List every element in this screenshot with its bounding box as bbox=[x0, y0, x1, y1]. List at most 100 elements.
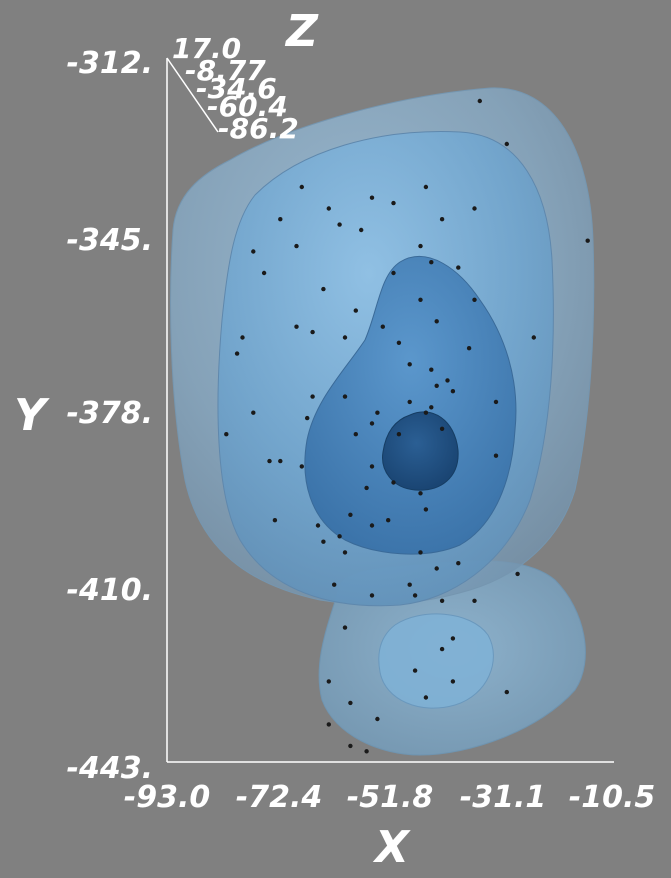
data-point bbox=[418, 491, 423, 496]
data-point bbox=[299, 464, 304, 469]
isosurface-lower-inner bbox=[378, 613, 494, 709]
y-ticks: -312. -345. -378. -410. -443. bbox=[67, 46, 153, 786]
z-tick-label: -34.6 bbox=[196, 72, 277, 105]
data-point bbox=[321, 539, 326, 544]
data-point bbox=[434, 383, 439, 388]
data-point bbox=[386, 518, 391, 523]
x-axis-title: X bbox=[372, 822, 411, 873]
data-point bbox=[504, 141, 509, 147]
data-point bbox=[418, 550, 423, 555]
data-point bbox=[267, 458, 272, 464]
x-tick-label: -31.1 bbox=[460, 780, 546, 815]
data-point bbox=[224, 432, 229, 437]
axes bbox=[166, 57, 614, 763]
z-tick-label: -8.77 bbox=[185, 54, 266, 87]
data-point bbox=[337, 534, 342, 539]
data-point bbox=[396, 340, 402, 345]
data-point bbox=[412, 668, 418, 673]
data-point bbox=[369, 421, 375, 426]
data-point bbox=[531, 335, 536, 340]
data-point bbox=[326, 206, 331, 211]
data-point bbox=[493, 453, 499, 458]
data-point bbox=[423, 410, 429, 415]
data-point bbox=[294, 243, 299, 249]
data-point bbox=[375, 410, 380, 415]
data-point bbox=[434, 319, 439, 324]
data-point bbox=[407, 582, 412, 587]
data-point bbox=[439, 217, 445, 222]
data-point bbox=[364, 749, 369, 754]
data-point bbox=[278, 217, 283, 222]
data-point bbox=[342, 335, 348, 340]
data-point bbox=[439, 598, 445, 603]
data-point bbox=[423, 184, 429, 190]
z-axis-line bbox=[166, 57, 219, 133]
data-point bbox=[456, 561, 461, 566]
data-point bbox=[348, 700, 353, 706]
data-point bbox=[348, 743, 353, 749]
z-tick-label: -60.4 bbox=[207, 90, 288, 123]
data-point bbox=[305, 415, 310, 421]
data-point bbox=[299, 184, 304, 190]
data-point bbox=[439, 646, 445, 652]
data-point bbox=[261, 270, 267, 276]
data-point bbox=[251, 249, 256, 254]
data-point bbox=[585, 238, 590, 243]
data-point bbox=[407, 362, 412, 367]
data-point bbox=[450, 389, 456, 394]
data-point bbox=[423, 695, 429, 700]
data-point bbox=[251, 410, 256, 415]
data-point bbox=[391, 200, 396, 206]
isosurfaces bbox=[170, 87, 595, 756]
data-point bbox=[466, 346, 472, 351]
isosurface-core bbox=[382, 411, 459, 491]
data-point bbox=[272, 518, 278, 523]
data-point bbox=[504, 689, 509, 695]
z-tick-label: 17.0 bbox=[172, 32, 241, 65]
data-point bbox=[234, 351, 240, 356]
data-point bbox=[294, 324, 299, 329]
data-point bbox=[359, 227, 364, 233]
data-point bbox=[353, 432, 358, 437]
data-point bbox=[418, 297, 423, 302]
scatter-points bbox=[224, 98, 590, 754]
data-point bbox=[332, 582, 337, 587]
data-point bbox=[515, 571, 520, 577]
data-point bbox=[315, 523, 321, 528]
data-point bbox=[391, 480, 396, 485]
data-point bbox=[342, 625, 348, 630]
x-ticks: -93.0 -72.4 -51.8 -31.1 -10.5 bbox=[124, 780, 655, 815]
x-tick-label: -10.5 bbox=[569, 780, 655, 815]
z-axis-title: Z bbox=[284, 6, 319, 57]
data-point bbox=[326, 679, 331, 684]
data-point bbox=[434, 566, 439, 571]
data-point bbox=[418, 243, 423, 249]
data-point bbox=[326, 722, 331, 727]
data-point bbox=[472, 598, 477, 603]
y-tick-label: -345. bbox=[67, 223, 153, 258]
data-point bbox=[380, 324, 385, 329]
data-point bbox=[310, 329, 315, 335]
data-point bbox=[321, 286, 326, 292]
data-point bbox=[407, 399, 412, 405]
data-point bbox=[429, 260, 434, 265]
data-point bbox=[450, 679, 456, 684]
data-point bbox=[337, 222, 342, 227]
data-point bbox=[364, 485, 369, 491]
data-point bbox=[445, 378, 450, 383]
data-point bbox=[493, 399, 499, 405]
data-point bbox=[396, 432, 402, 437]
data-point bbox=[439, 426, 445, 431]
data-point bbox=[310, 394, 315, 399]
data-point bbox=[472, 297, 477, 302]
data-point bbox=[375, 716, 380, 722]
y-axis-title: Y bbox=[14, 390, 50, 441]
data-point bbox=[423, 507, 429, 512]
y-tick-label: -410. bbox=[67, 573, 153, 608]
data-point bbox=[369, 195, 375, 200]
data-point bbox=[472, 206, 477, 211]
data-point bbox=[450, 636, 456, 641]
z-tick-label: -86.2 bbox=[218, 112, 299, 145]
y-tick-label: -312. bbox=[67, 46, 153, 81]
